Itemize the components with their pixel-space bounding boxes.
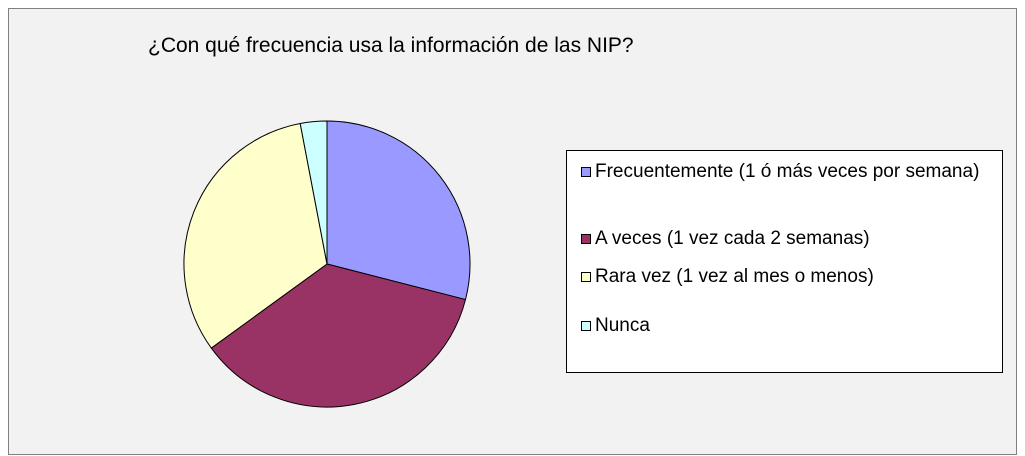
legend-swatch	[581, 272, 591, 282]
legend-label: A veces (1 vez cada 2 semanas)	[595, 228, 870, 249]
legend-item: Frecuentemente (1 ó más veces por semana…	[581, 161, 991, 183]
pie-slice	[183, 122, 328, 349]
pie-slice	[326, 120, 471, 301]
legend-label: Nunca	[595, 315, 650, 336]
legend: Frecuentemente (1 ó más veces por semana…	[566, 150, 1003, 373]
pie	[183, 120, 471, 408]
chart-title: ¿Con qué frecuencia usa la información d…	[148, 34, 634, 57]
legend-item: Rara vez (1 vez al mes o menos)	[581, 266, 991, 288]
legend-item: Nunca	[581, 315, 991, 337]
pie-slice	[210, 263, 467, 408]
legend-swatch	[581, 321, 591, 331]
legend-label: Frecuentemente (1 ó más veces por semana…	[595, 161, 980, 182]
legend-swatch	[581, 167, 591, 177]
pie-slice	[299, 120, 328, 265]
legend-item: A veces (1 vez cada 2 semanas)	[581, 228, 991, 250]
legend-label: Rara vez (1 vez al mes o menos)	[595, 266, 874, 287]
legend-swatch	[581, 234, 591, 244]
